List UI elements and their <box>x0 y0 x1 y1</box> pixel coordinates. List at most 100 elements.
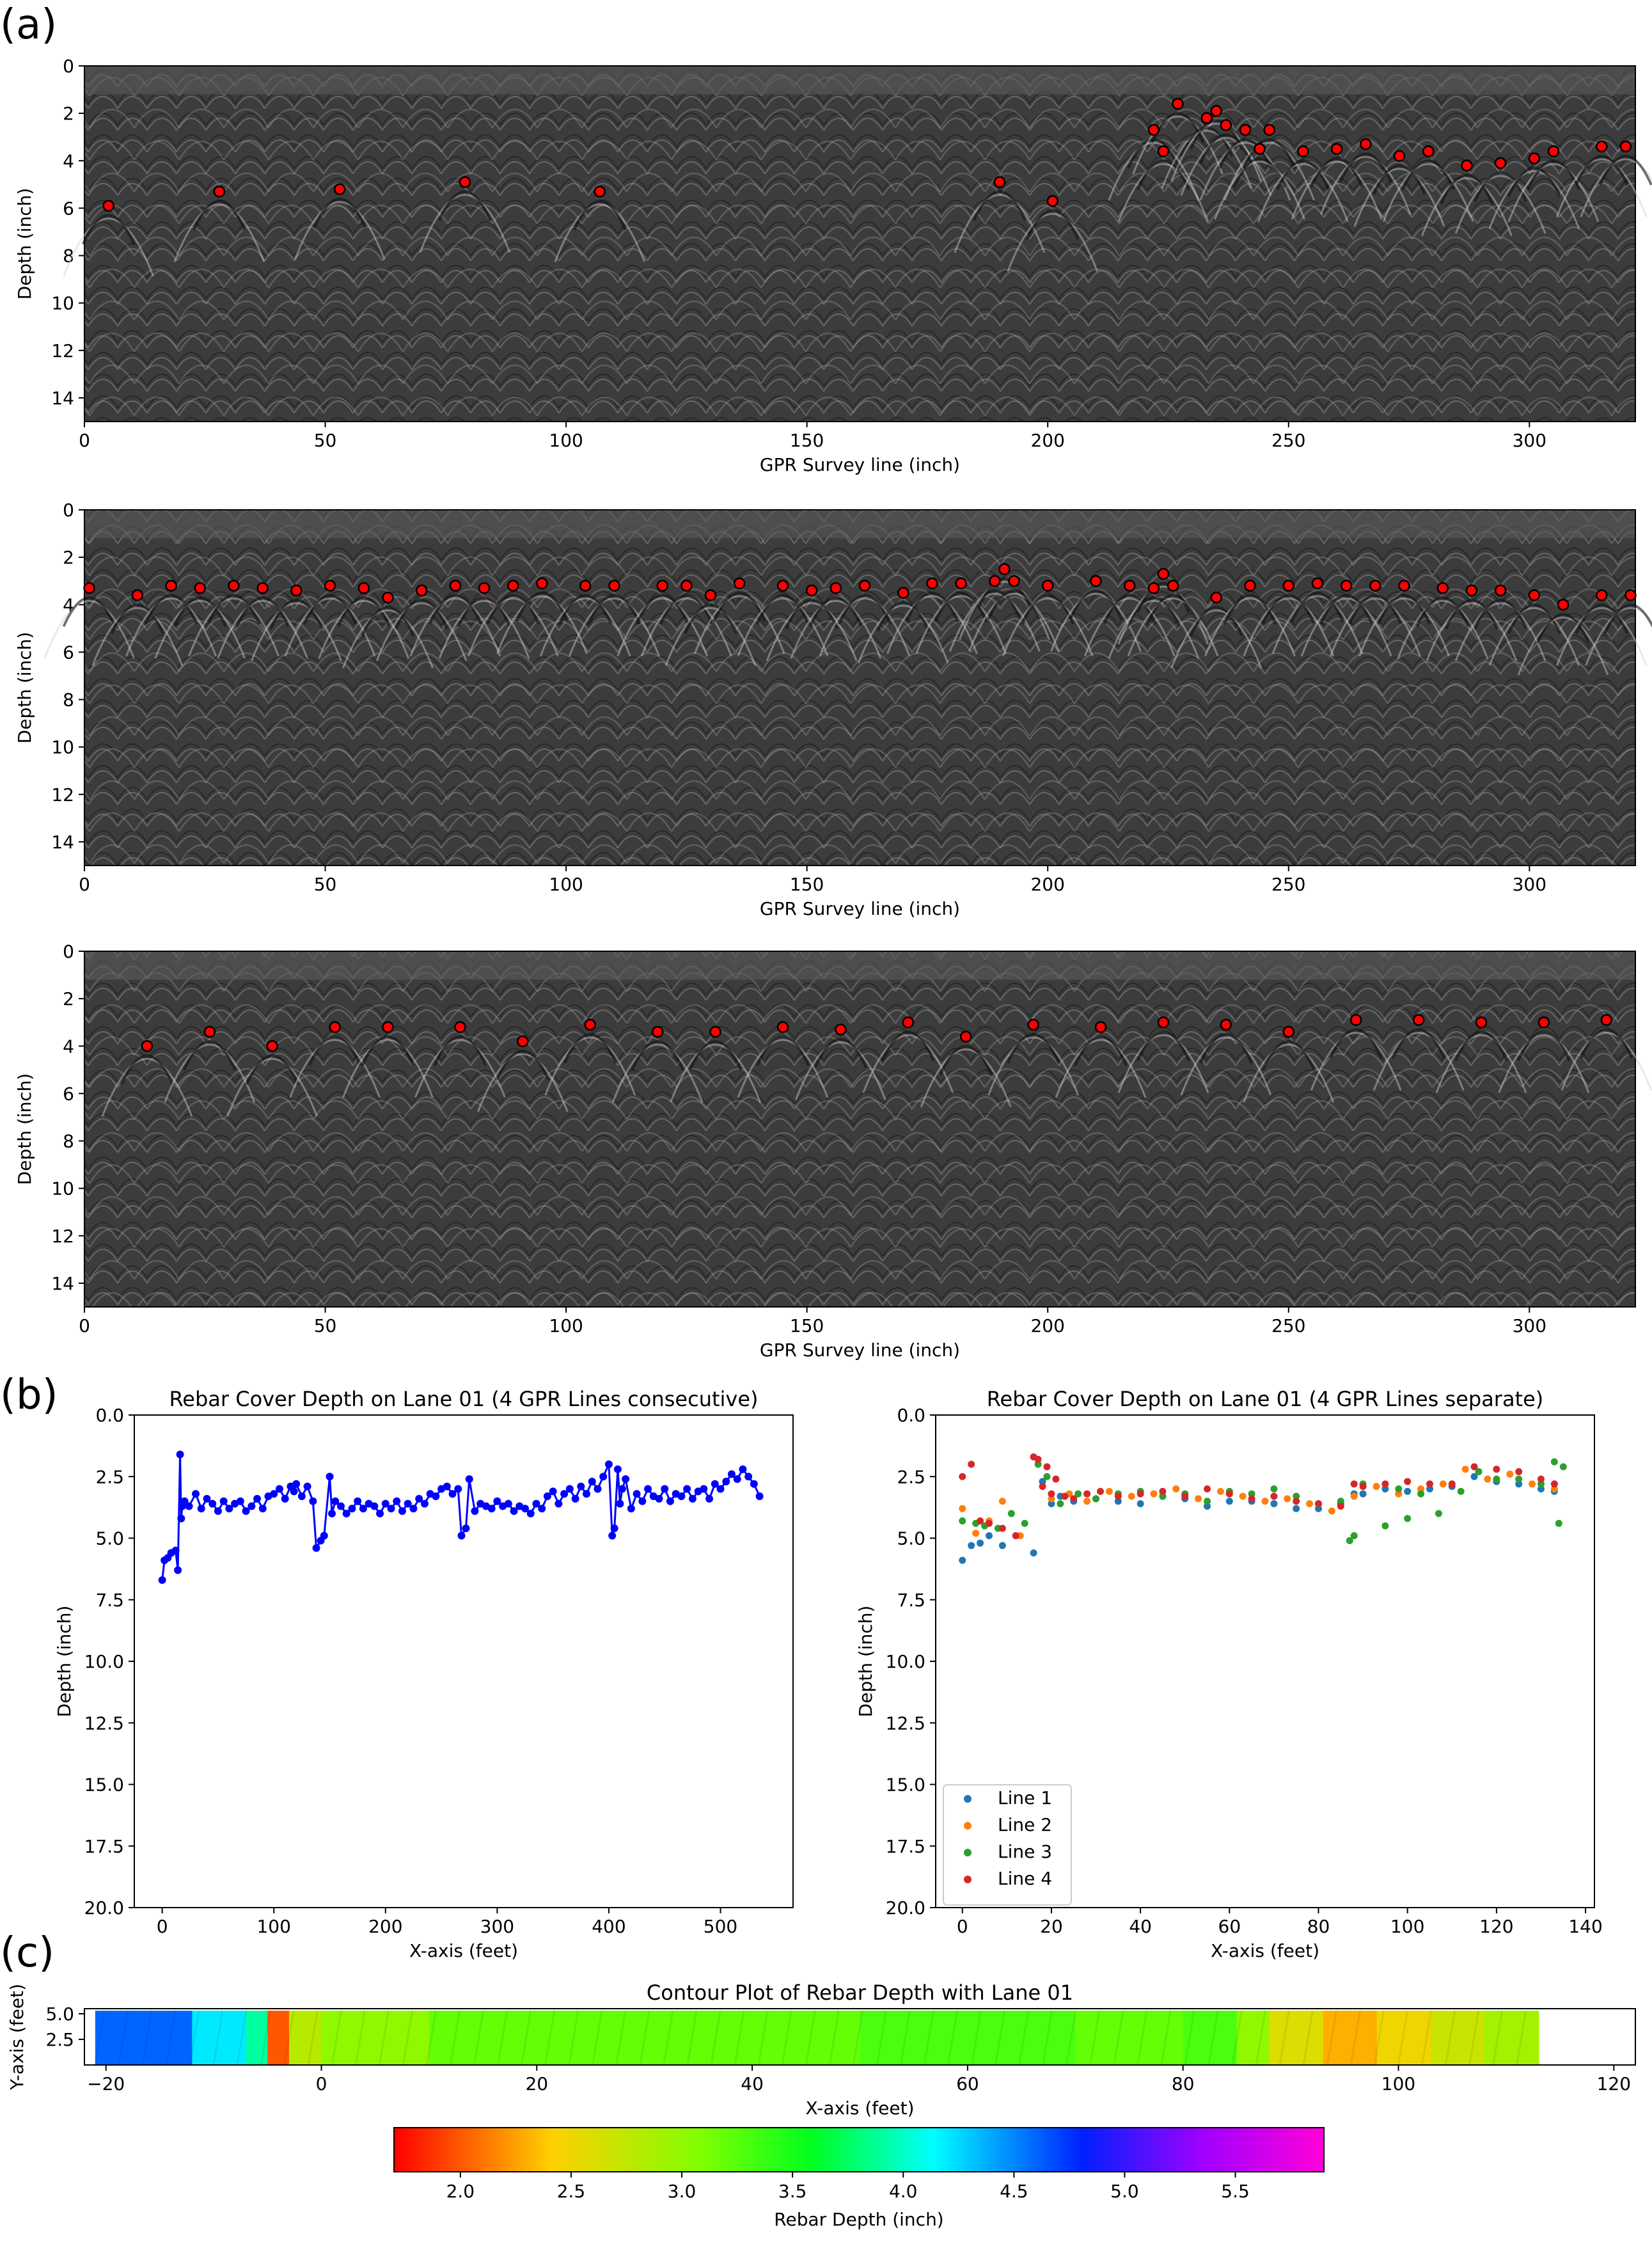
depth-point <box>755 1492 764 1501</box>
depth-point <box>158 1576 166 1584</box>
depth-point <box>622 1475 630 1483</box>
hyperbola-reflection <box>63 217 155 277</box>
series-point-3 <box>1515 1475 1523 1483</box>
series-point-1 <box>1293 1505 1300 1512</box>
x-tick-label: 80 <box>1172 2073 1195 2094</box>
colorbar-tick-label: 2.5 <box>557 2181 586 2202</box>
x-axis-label: GPR Survey line (inch) <box>760 1340 960 1361</box>
series-point-1 <box>1137 1500 1144 1508</box>
hyperbola-reflection <box>563 1033 617 1064</box>
contour-texture <box>94 2010 106 2065</box>
hyperbola-reflection <box>1007 212 1099 272</box>
depth-point <box>583 1490 591 1498</box>
y-tick-label: 8 <box>63 1131 74 1152</box>
rebar-apex-marker <box>1412 1014 1425 1026</box>
x-tick-label: 120 <box>1597 2073 1631 2094</box>
series-point-4 <box>986 1519 993 1527</box>
x-tick-label: 300 <box>1513 1315 1546 1336</box>
y-tick-label: 20.0 <box>886 1897 925 1918</box>
hyperbola-reflection <box>1117 162 1209 222</box>
hyperbola-reflection <box>554 203 646 262</box>
rebar-apex-marker <box>1090 574 1102 587</box>
x-tick-label: 100 <box>256 1916 290 1937</box>
contour-texture <box>1231 2010 1243 2065</box>
hyperbola-reflection <box>173 203 265 262</box>
contour-texture <box>1160 2010 1172 2065</box>
series-point-3 <box>959 1517 966 1525</box>
series-point-3 <box>1555 1519 1562 1527</box>
hyperbola-reflection <box>1261 594 1316 625</box>
rebar-apex-marker <box>1041 580 1054 592</box>
hyperbola-reflection <box>91 606 184 666</box>
series-point-3 <box>1204 1498 1211 1505</box>
series-point-4 <box>1114 1492 1122 1500</box>
series-point-4 <box>1270 1492 1278 1500</box>
depth-point <box>203 1494 211 1503</box>
depth-point <box>565 1485 574 1493</box>
y-tick-label: 8 <box>63 246 74 267</box>
rebar-apex-marker <box>1340 580 1353 592</box>
hyperbola-reflection <box>635 594 689 625</box>
contour-texture <box>1208 2010 1219 2065</box>
rebar-apex-marker <box>1147 123 1160 136</box>
legend-marker <box>964 1849 972 1856</box>
depth-point <box>398 1507 406 1515</box>
series-point-1 <box>1270 1500 1278 1508</box>
x-tick-label: 50 <box>314 1315 337 1336</box>
hyperbola-reflection <box>409 597 501 657</box>
x-tick-label: 50 <box>314 430 337 451</box>
rebar-apex-marker <box>536 577 548 590</box>
depth-point <box>236 1497 244 1505</box>
rebar-apex-marker <box>926 577 938 590</box>
depth-point <box>177 1514 185 1522</box>
hyperbola-reflection <box>1527 159 1580 191</box>
x-tick-label: 120 <box>1479 1916 1513 1937</box>
hyperbola-reflection <box>1474 599 1527 629</box>
hyperbola-reflection <box>226 1057 319 1117</box>
contour-cell <box>1236 2011 1270 2065</box>
hyperbola-reflection <box>558 594 613 625</box>
depth-point <box>359 1505 367 1513</box>
contour-texture <box>165 2010 177 2065</box>
depth-point <box>555 1499 563 1508</box>
rebar-apex-marker <box>1157 1016 1170 1029</box>
x-axis-label: X-axis (feet) <box>409 1940 518 1961</box>
series-point-2 <box>1306 1500 1314 1508</box>
depth-point <box>666 1497 674 1505</box>
hyperbola-reflection <box>173 596 227 628</box>
series-point-2 <box>972 1530 980 1537</box>
depth-point <box>722 1477 730 1485</box>
rebar-apex-marker <box>1157 567 1170 580</box>
rebar-apex-marker <box>830 582 842 594</box>
hyperbola-reflection <box>1180 137 1272 196</box>
series-point-3 <box>1007 1510 1015 1517</box>
hyperbola-reflection <box>712 592 767 622</box>
series-point-1 <box>968 1542 975 1549</box>
depth-point <box>644 1485 652 1493</box>
depth-point <box>376 1510 384 1517</box>
y-axis-label: Depth (inch) <box>14 1073 35 1185</box>
rebar-apex-marker <box>1475 1016 1488 1029</box>
radargram-texture-2 <box>84 510 1635 866</box>
series-point-2 <box>1550 1485 1558 1492</box>
y-tick-label: 10.0 <box>886 1651 925 1672</box>
series-point-3 <box>1350 1532 1358 1540</box>
y-tick-label: 12 <box>51 340 74 361</box>
rebar-apex-marker <box>1200 112 1213 124</box>
hyperbola-reflection <box>1127 597 1219 657</box>
hyperbola-reflection <box>1488 170 1580 230</box>
series-point-2 <box>1506 1470 1514 1478</box>
rebar-apex-marker <box>897 587 909 599</box>
rebar-apex-marker <box>579 580 592 592</box>
series-point-3 <box>1021 1519 1028 1527</box>
legend-marker <box>964 1795 972 1803</box>
contour-texture <box>757 2010 769 2065</box>
hyperbola-reflection <box>1435 1034 1527 1093</box>
hyperbola-reflection <box>1108 599 1200 659</box>
hyperbola-reflection <box>1358 597 1450 657</box>
hyperbola-reflection <box>1291 161 1383 220</box>
series-point-4 <box>1070 1495 1078 1503</box>
rebar-apex-marker <box>1528 152 1541 164</box>
rebar-apex-marker <box>1172 98 1184 110</box>
colorbar-tick-label: 3.0 <box>668 2181 696 2202</box>
